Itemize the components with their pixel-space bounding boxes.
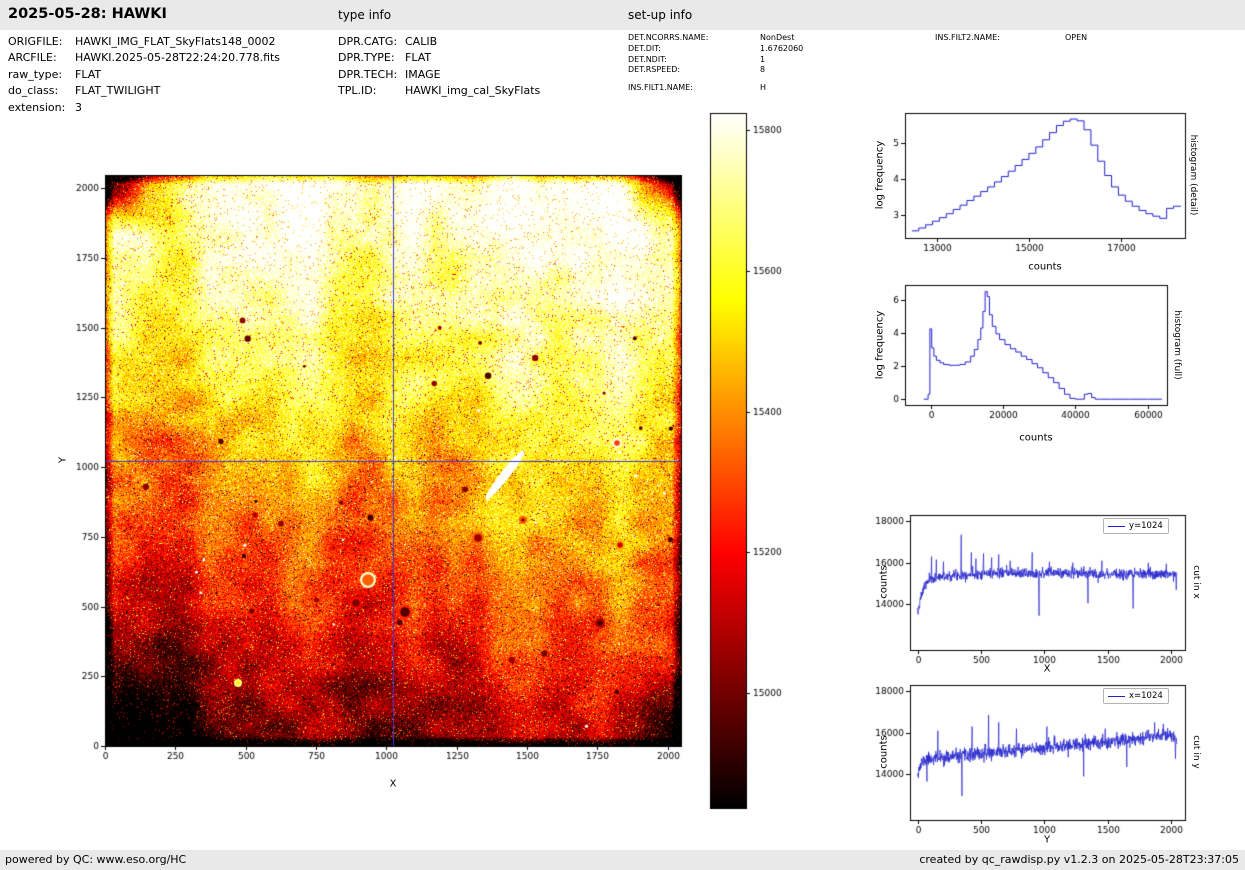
cut-y-right-label: cut in y — [1191, 735, 1201, 769]
setup-value: 1 — [760, 54, 766, 64]
header-bar: 2025-05-28: HAWKI type info set-up info — [0, 0, 1245, 30]
setup-row: INS.FILT2.NAME: OPEN — [935, 33, 1087, 44]
setup-label: INS.FILT2.NAME: — [935, 33, 1000, 42]
metadata-value: FLAT — [75, 67, 102, 81]
setup-row: DET.NDIT: 1 — [628, 55, 803, 66]
metadata-row: raw_type: FLAT — [8, 68, 280, 84]
metadata-value: HAWKI.2025-05-28T22:24:20.778.fits — [75, 51, 281, 65]
setup-label: DET.DIT: — [628, 43, 661, 53]
legend-cut-y: x=1024 — [1103, 688, 1169, 704]
footer-created-by: created by qc_rawdisp.py v1.2.3 on 2025-… — [919, 853, 1239, 866]
setup-info-block: DET.NCORRS.NAME: NonDest DET.DIT: 1.676206… — [628, 33, 803, 94]
cut-x-right-label: cut in x — [1191, 565, 1201, 599]
hist-full-xlabel: counts — [1019, 432, 1053, 444]
hist-detail-xlabel: counts — [1028, 261, 1062, 273]
hist-full-ylabel: log frequency — [874, 310, 886, 380]
metadata-value: FLAT_TWILIGHT — [75, 84, 161, 98]
setup-label: DET.RSPEED: — [628, 65, 681, 75]
hist-detail-ylabel: log frequency — [874, 140, 886, 210]
setup-value: NonDest — [760, 33, 795, 42]
type-info-header: type info — [338, 8, 392, 22]
legend-cut-x: y=1024 — [1103, 518, 1169, 534]
setup-row: DET.NCORRS.NAME: NonDest — [628, 33, 803, 44]
cut-y-xlabel: Y — [1043, 834, 1051, 846]
colorbar — [705, 108, 795, 823]
setup-gap — [628, 76, 803, 83]
metadata-value: HAWKI_IMG_FLAT_SkyFlats148_0002 — [75, 35, 276, 48]
metadata-label: do_class: — [8, 84, 59, 98]
type-info-row: TPL.ID: HAWKI_img_cal_SkyFlats — [338, 84, 540, 100]
histogram-detail-plot — [855, 100, 1205, 272]
footer-bar: powered by QC: www.eso.org/HC created by… — [0, 850, 1245, 870]
main-ylabel: Y — [57, 456, 69, 464]
setup-label: DET.NDIT: — [628, 54, 667, 64]
setup-value: OPEN — [1065, 33, 1088, 42]
main-xlabel: X — [389, 778, 397, 790]
setup-label: INS.FILT1.NAME: — [628, 83, 693, 93]
legend-cut-x-label: y=1024 — [1129, 521, 1163, 531]
legend-cut-y-label: x=1024 — [1129, 691, 1163, 701]
hist-detail-right-label: histogram (detail) — [1188, 134, 1198, 216]
type-info-row: DPR.TECH: IMAGE — [338, 68, 540, 84]
setup-row: DET.RSPEED: 8 — [628, 65, 803, 76]
cut-y-ylabel: counts — [878, 735, 890, 769]
type-info-value: FLAT — [405, 51, 432, 65]
main-flat-field-image-plot — [60, 160, 730, 785]
type-info-value: CALIB — [405, 35, 438, 48]
setup-row: DET.DIT: 1.6762060 — [628, 44, 803, 55]
cut-x-ylabel: counts — [878, 565, 890, 599]
metadata-label: extension: — [8, 100, 66, 114]
metadata-row: extension: 3 — [8, 101, 280, 117]
metadata-row: ORIGFILE: HAWKI_IMG_FLAT_SkyFlats148_0002 — [8, 35, 280, 51]
setup-label: DET.NCORRS.NAME: — [628, 33, 709, 42]
setup-value: 8 — [760, 65, 766, 75]
setup-value: H — [760, 83, 767, 93]
setup-row: INS.FILT1.NAME: H — [628, 83, 803, 94]
metadata-value: 3 — [75, 100, 82, 114]
type-info-row: DPR.TYPE: FLAT — [338, 51, 540, 67]
type-info-label: DPR.CATG: — [338, 35, 398, 48]
file-metadata-block: ORIGFILE: HAWKI_IMG_FLAT_SkyFlats148_0002… — [8, 35, 280, 117]
metadata-label: raw_type: — [8, 67, 63, 81]
legend-line-icon — [1108, 695, 1125, 697]
metadata-label: ARCFILE: — [8, 51, 57, 65]
type-info-row: DPR.CATG: CALIB — [338, 35, 540, 51]
type-info-label: DPR.TYPE: — [338, 51, 395, 65]
histogram-full-plot — [855, 272, 1190, 444]
footer-powered-by: powered by QC: www.eso.org/HC — [5, 853, 187, 866]
legend-line-icon — [1108, 525, 1125, 527]
type-info-label: TPL.ID: — [338, 84, 377, 98]
setup-info-block-2: INS.FILT2.NAME: OPEN — [935, 33, 1087, 44]
page-title: 2025-05-28: HAWKI — [8, 6, 167, 22]
hist-full-right-label: histogram (full) — [1172, 310, 1182, 380]
metadata-label: ORIGFILE: — [8, 35, 63, 48]
type-info-block: DPR.CATG: CALIB DPR.TYPE: FLAT DPR.TECH: IM… — [338, 35, 540, 101]
metadata-row: do_class: FLAT_TWILIGHT — [8, 84, 280, 100]
type-info-value: HAWKI_img_cal_SkyFlats — [405, 84, 541, 98]
setup-value: 1.6762060 — [760, 43, 804, 53]
type-info-label: DPR.TECH: — [338, 67, 398, 81]
cut-x-xlabel: X — [1043, 663, 1051, 675]
setup-info-header: set-up info — [628, 8, 693, 22]
type-info-value: IMAGE — [405, 67, 441, 81]
metadata-row: ARCFILE: HAWKI.2025-05-28T22:24:20.778.fi… — [8, 51, 280, 67]
